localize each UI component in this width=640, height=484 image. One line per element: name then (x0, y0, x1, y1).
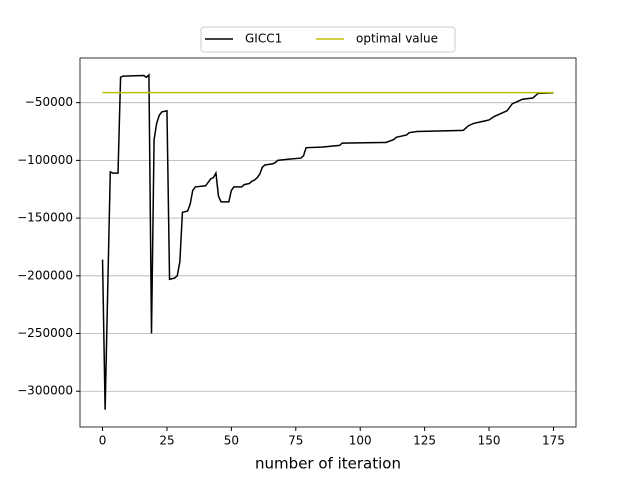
x-tick-label: 0 (99, 434, 107, 448)
y-tick-label: −250000 (17, 326, 73, 340)
x-tick-label: 25 (159, 434, 174, 448)
y-tick-label: −300000 (17, 384, 73, 398)
legend-label: GICC1 (245, 32, 282, 46)
y-tick-label: −50000 (25, 95, 73, 109)
x-tick-label: 75 (288, 434, 303, 448)
plot-frame (79, 57, 577, 428)
x-tick-label: 50 (224, 434, 239, 448)
y-tick-label: −200000 (17, 268, 73, 282)
x-axis-label: number of iteration (255, 455, 401, 473)
x-tick-label: 175 (542, 434, 565, 448)
y-tick-label: −150000 (17, 211, 73, 225)
x-tick-label: 125 (413, 434, 436, 448)
x-tick-label: 150 (478, 434, 501, 448)
legend-label: optimal value (356, 32, 438, 46)
y-tick-label: −100000 (17, 153, 73, 167)
line-series (101, 73, 554, 410)
x-tick-label: 100 (349, 434, 372, 448)
